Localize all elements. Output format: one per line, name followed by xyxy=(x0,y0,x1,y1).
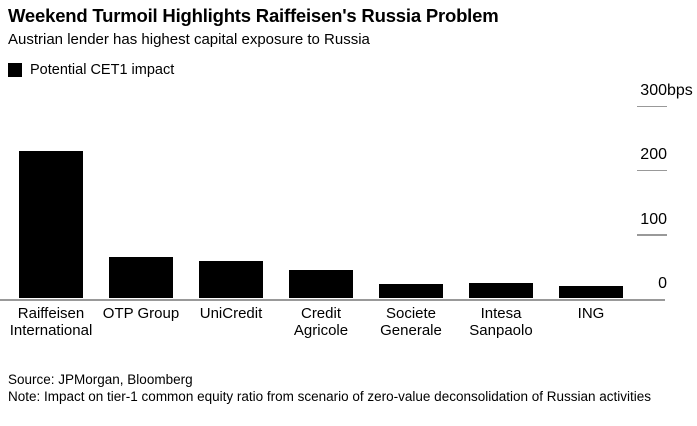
x-label-ing: ING xyxy=(577,305,605,322)
note-line: Note: Impact on tier-1 common equity rat… xyxy=(8,389,652,404)
chart-footer: Source: JPMorgan, Bloomberg Note: Impact… xyxy=(8,371,651,405)
y-tick-label: 200 xyxy=(640,146,667,164)
bar-ing xyxy=(559,286,623,299)
x-axis-line xyxy=(0,298,665,301)
bar-societe-generale xyxy=(379,283,443,299)
bar-otp-group xyxy=(109,256,173,299)
y-tick-mark xyxy=(637,169,667,172)
bar-chart-plot: 0 100 200 300 bps Raiffeisen International OTP… xyxy=(0,82,697,345)
page-title: Weekend Turmoil Highlights Raiffeisen's … xyxy=(8,5,499,26)
x-label-intesa-sanpaolo: Intesa Sanpaolo xyxy=(469,305,533,339)
y-tick-label: 300 xyxy=(640,82,667,99)
x-label-credit-agricole: Credit Agricole xyxy=(293,305,349,339)
bar-unicredit xyxy=(199,260,263,299)
x-label-raiffeisen-international: Raiffeisen International xyxy=(9,305,93,339)
chart-legend: Potential CET1 impact xyxy=(8,62,174,78)
x-label-unicredit: UniCredit xyxy=(199,305,263,322)
y-tick-mark xyxy=(637,234,667,236)
page-subtitle: Austrian lender has highest capital expo… xyxy=(8,31,370,48)
legend-label: Potential CET1 impact xyxy=(30,62,175,78)
source-line: Source: JPMorgan, Bloomberg xyxy=(8,372,193,387)
y-tick-label: 100 xyxy=(640,210,667,228)
bar-intesa-sanpaolo xyxy=(469,283,533,299)
x-label-societe-generale: Societe Generale xyxy=(380,305,442,339)
legend-marker-icon xyxy=(8,63,22,77)
bar-credit-agricole xyxy=(289,270,353,299)
x-label-otp-group: OTP Group xyxy=(102,305,180,322)
bar-raiffeisen-international xyxy=(19,150,83,299)
y-axis-unit-label: bps xyxy=(667,82,693,99)
y-tick-mark xyxy=(637,105,667,107)
y-tick-label: 0 xyxy=(658,275,667,292)
